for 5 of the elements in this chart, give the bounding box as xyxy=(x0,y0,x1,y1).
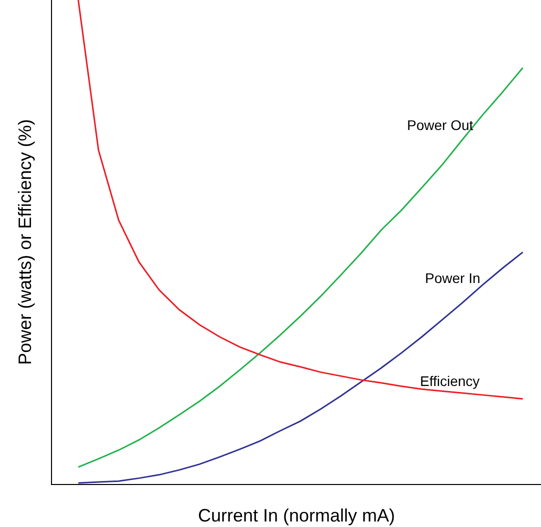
x-axis-title: Current In (normally mA) xyxy=(198,506,396,526)
series-label: Power Out xyxy=(407,117,474,133)
series-label: Power In xyxy=(425,270,480,286)
y-axis-title: Power (watts) or Efficiency (%) xyxy=(15,119,36,365)
series-label: Efficiency xyxy=(420,373,480,389)
